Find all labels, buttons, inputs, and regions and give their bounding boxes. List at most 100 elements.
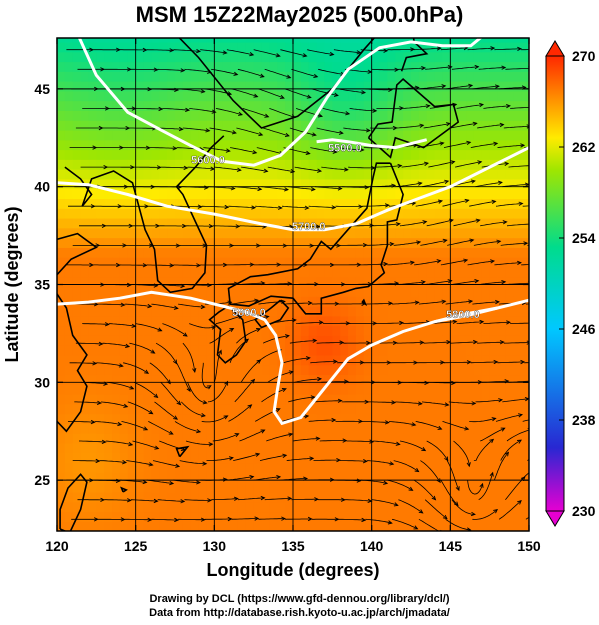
streamline-arrowhead [288,432,294,437]
streamline-arrowhead [475,218,481,223]
field-cell [293,364,302,376]
streamline-arrowhead [474,278,480,284]
coastline [175,445,190,458]
field-cell [222,354,231,366]
field-cell [403,208,412,219]
field-cell [489,491,499,503]
field-cell [96,257,105,268]
field-cell [127,442,137,454]
field-cell [182,472,192,483]
streamline [179,460,207,465]
field-cell [308,110,318,121]
field-cell [363,178,373,190]
field-cell [489,306,499,317]
field-cell [521,462,529,473]
field-cell [521,41,529,53]
field-cell [143,276,152,288]
field-cell [222,472,231,483]
field-cell [151,178,160,190]
field-cell [269,71,278,82]
field-cell [190,159,200,170]
streamline [264,68,291,79]
field-cell [505,247,514,258]
field-cell [450,442,459,454]
field-cell [222,149,231,160]
streamline-arrowhead [394,67,400,72]
field-cell [426,413,436,424]
field-cell [316,433,326,444]
field-cell [442,354,451,366]
field-cell [167,501,176,513]
field-cell [88,335,97,346]
field-cell [442,403,451,415]
field-cell [167,257,176,268]
field-cell [277,452,286,464]
streamline-arrowhead [356,262,362,267]
field-cell [104,198,113,209]
field-cell [442,129,451,141]
field-cell [442,296,451,307]
field-cell [434,61,444,72]
field-cell [481,169,491,180]
field-cell [379,403,388,415]
field-cell [418,149,428,160]
field-cell [198,129,208,141]
field-cell [206,90,215,102]
streamline-arrowhead [229,243,235,248]
field-cell [426,247,436,258]
field-cell [237,286,247,297]
streamline-arrowhead [530,222,534,226]
field-cell [269,521,278,531]
field-cell [214,374,223,385]
streamline [129,342,155,354]
field-cell [127,462,137,473]
field-cell [127,394,137,405]
field-cell [253,61,263,72]
field-cell [355,315,365,327]
field-cell [426,462,436,473]
field-cell [143,345,152,356]
field-cell [473,71,483,82]
field-cell [466,120,475,131]
field-cell [489,100,499,111]
streamline [520,472,529,481]
field-cell [151,472,160,483]
field-cell [505,38,514,43]
field-cell [127,286,137,297]
field-cell [151,266,160,278]
field-cell [222,266,231,278]
field-cell [119,129,129,141]
field-cell [261,90,270,102]
field-cell [332,315,341,327]
streamline-arrowhead [397,163,403,169]
field-cell [371,521,381,531]
streamline-arrowhead [317,168,323,173]
field-cell [151,188,160,200]
streamline-arrowhead [372,321,378,326]
field-cell [167,169,176,180]
field-cell [293,227,302,239]
field-cell [245,423,255,434]
field-cell [316,129,326,141]
field-cell [245,433,255,444]
field-cell [497,462,506,473]
field-cell [521,452,529,464]
field-cell [387,139,396,151]
field-cell [112,120,121,131]
field-cell [214,442,223,454]
field-cell [363,423,373,434]
field-cell [418,364,428,376]
field-cell [64,374,74,385]
field-cell [119,374,129,385]
field-cell [473,491,483,503]
field-cell [112,384,121,395]
field-cell [466,354,475,366]
field-cell [237,169,247,180]
field-cell [230,335,239,346]
streamline-arrowhead [123,403,129,408]
field-cell [316,403,326,415]
field-cell [277,472,286,483]
field-cell [473,374,483,385]
field-cell [237,433,247,444]
field-cell [127,149,137,160]
